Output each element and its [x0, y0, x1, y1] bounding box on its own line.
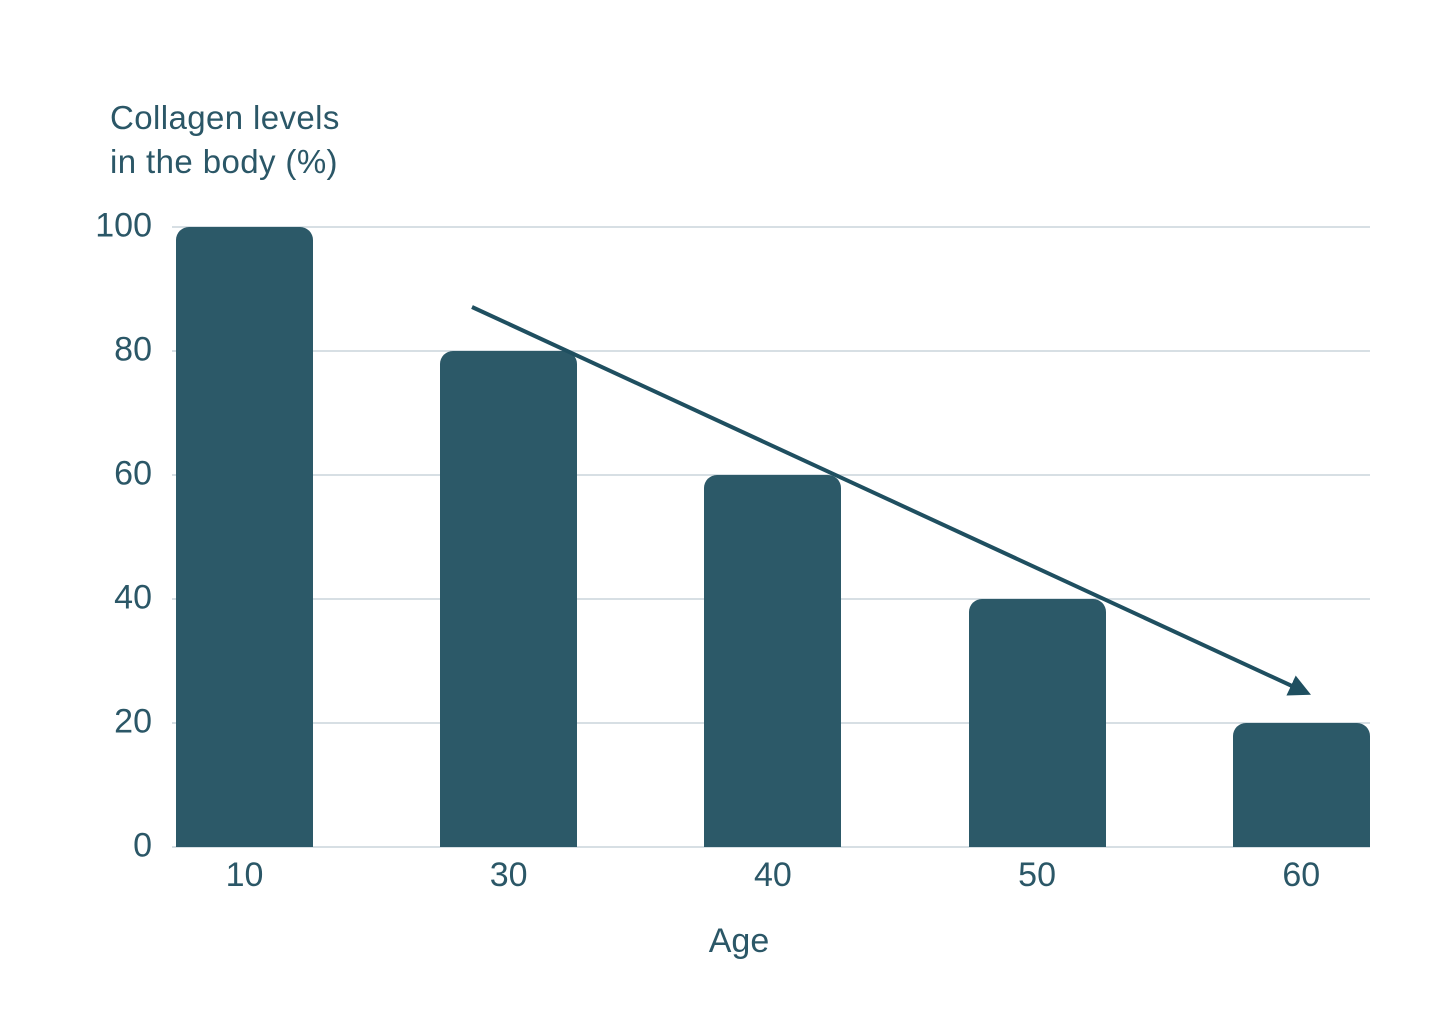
y-tick-label-20: 20 — [114, 702, 152, 741]
x-tick-label-30: 30 — [489, 856, 528, 894]
y-tick-label-60: 60 — [114, 454, 152, 493]
chart-title-line-1: Collagen levels — [110, 99, 340, 136]
bar-age-40 — [704, 475, 842, 847]
x-tick-label-40: 40 — [753, 856, 792, 894]
chart-title-line-2: in the body (%) — [110, 143, 338, 180]
x-axis-title: Age — [708, 922, 770, 960]
bar-age-30 — [440, 351, 578, 847]
x-tick-label-50: 50 — [1018, 856, 1057, 894]
bar-age-60 — [1232, 723, 1370, 847]
y-tick-label-0: 0 — [133, 826, 152, 865]
y-tick-label-100: 100 — [95, 206, 152, 245]
y-tick-label-40: 40 — [114, 578, 152, 617]
x-tick-label-60: 60 — [1282, 856, 1321, 894]
gridline-80 — [172, 350, 1370, 352]
bar-age-10 — [176, 227, 313, 847]
bar-age-50 — [968, 599, 1106, 847]
x-tick-label-10: 10 — [225, 856, 264, 894]
gridline-100 — [172, 226, 1370, 228]
gridline-0 — [172, 846, 1370, 848]
y-tick-label-80: 80 — [114, 330, 152, 369]
trend-arrow-line — [471, 305, 1311, 696]
chart-title: Collagen levels in the body (%) — [110, 96, 340, 184]
